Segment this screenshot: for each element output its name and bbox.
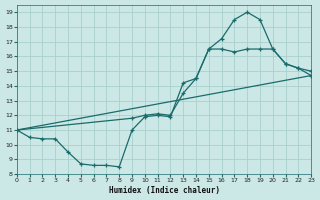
X-axis label: Humidex (Indice chaleur): Humidex (Indice chaleur): [108, 186, 220, 195]
